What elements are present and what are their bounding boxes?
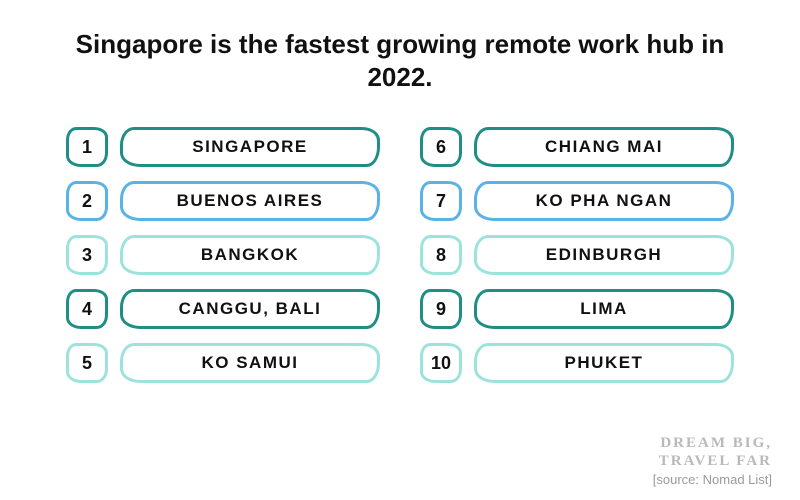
list-item: 10 PHUKET [420, 343, 734, 383]
rank-box: 2 [66, 181, 108, 221]
list-item: 2 BUENOS AIRES [66, 181, 380, 221]
page-title: Singapore is the fastest growing remote … [0, 0, 800, 103]
rank-box: 9 [420, 289, 462, 329]
source-text: [source: Nomad List] [653, 472, 772, 488]
rank-box: 7 [420, 181, 462, 221]
rank-box: 3 [66, 235, 108, 275]
rank-box: 10 [420, 343, 462, 383]
brand-text: TRAVEL FAR [653, 452, 772, 470]
rank-box: 1 [66, 127, 108, 167]
list-column-left: 1 SINGAPORE 2 BUENOS AIRES 3 BANGKOK 4 C… [66, 127, 380, 383]
city-label: SINGAPORE [120, 127, 380, 167]
attribution-block: DREAM BIG, TRAVEL FAR [source: Nomad Lis… [653, 434, 772, 488]
rank-box: 4 [66, 289, 108, 329]
list-item: 1 SINGAPORE [66, 127, 380, 167]
rank-box: 8 [420, 235, 462, 275]
city-label: BANGKOK [120, 235, 380, 275]
city-label: KO SAMUI [120, 343, 380, 383]
rank-box: 6 [420, 127, 462, 167]
city-label: EDINBURGH [474, 235, 734, 275]
city-label: CANGGU, BALI [120, 289, 380, 329]
city-label: PHUKET [474, 343, 734, 383]
list-columns: 1 SINGAPORE 2 BUENOS AIRES 3 BANGKOK 4 C… [0, 103, 800, 383]
city-label: KO PHA NGAN [474, 181, 734, 221]
list-item: 3 BANGKOK [66, 235, 380, 275]
list-item: 7 KO PHA NGAN [420, 181, 734, 221]
list-item: 6 CHIANG MAI [420, 127, 734, 167]
brand-text: DREAM BIG, [653, 434, 772, 452]
list-item: 5 KO SAMUI [66, 343, 380, 383]
list-column-right: 6 CHIANG MAI 7 KO PHA NGAN 8 EDINBURGH 9… [420, 127, 734, 383]
list-item: 8 EDINBURGH [420, 235, 734, 275]
city-label: BUENOS AIRES [120, 181, 380, 221]
list-item: 9 LIMA [420, 289, 734, 329]
city-label: LIMA [474, 289, 734, 329]
city-label: CHIANG MAI [474, 127, 734, 167]
list-item: 4 CANGGU, BALI [66, 289, 380, 329]
rank-box: 5 [66, 343, 108, 383]
